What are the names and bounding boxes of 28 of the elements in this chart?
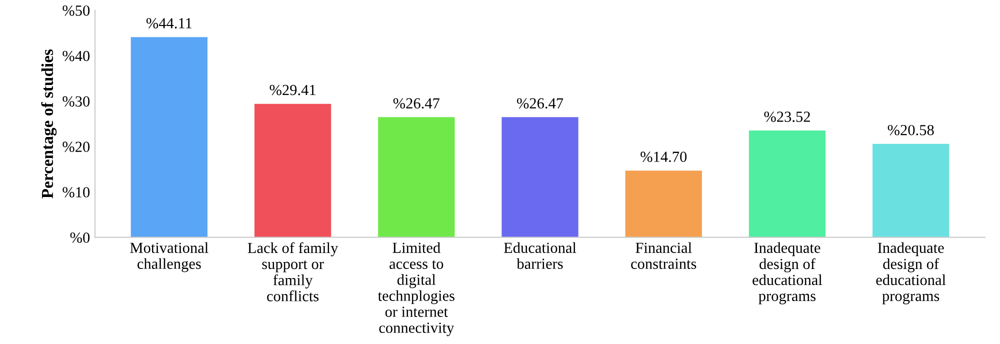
bar <box>502 117 578 238</box>
data-label: %23.52 <box>764 112 810 122</box>
y-axis-title: Percentage of studies <box>41 49 57 198</box>
y-tick-label: %0 <box>70 232 90 243</box>
bar <box>130 37 208 238</box>
x-tick-label: Educational barriers <box>504 242 576 269</box>
x-tick-label: Inadequate design of educational programs <box>752 242 822 304</box>
x-tick-label: Motivational challenges <box>130 242 208 272</box>
x-tick-label: Limited access to digital technplogies or internet connectivity <box>378 242 454 336</box>
data-label: %44.11 <box>146 18 192 28</box>
y-tick-label: %10 <box>62 187 90 198</box>
x-tick-label: Lack of family support or family conflicts <box>248 242 338 302</box>
y-tick-label: %40 <box>62 50 90 62</box>
y-tick-label: %20 <box>62 142 90 152</box>
y-tick-label: %50 <box>62 5 90 16</box>
data-label: %14.70 <box>640 152 687 162</box>
bar <box>748 130 826 238</box>
bar <box>378 117 455 238</box>
x-tick-label: Inadequate design of educational programs <box>876 242 946 304</box>
y-tick-label: %30 <box>62 96 90 107</box>
data-label: %26.47 <box>516 98 564 109</box>
bar <box>254 104 332 238</box>
data-label: %26.47 <box>393 98 440 109</box>
data-label: %20.58 <box>888 124 934 136</box>
bar <box>872 144 950 238</box>
x-tick-label: Financial constraints <box>631 242 696 269</box>
bar <box>625 170 702 238</box>
data-label: %29.41 <box>270 84 316 96</box>
